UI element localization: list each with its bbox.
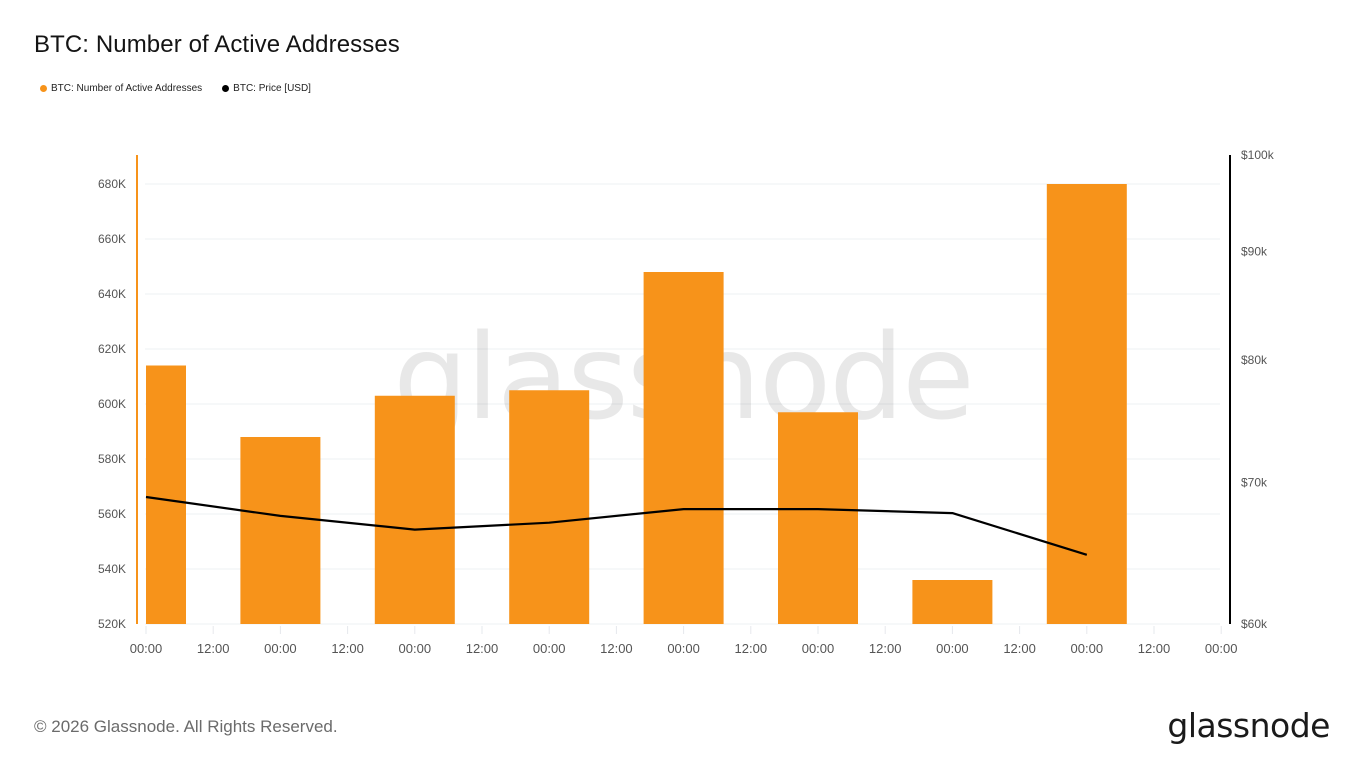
left-axis-tick: 620K [98, 342, 126, 356]
legend-item-active-addresses[interactable]: BTC: Number of Active Addresses [40, 83, 202, 94]
price-line-series [145, 495, 1088, 556]
x-axis-tick: 00:00 [667, 641, 700, 656]
right-axis-tick: $60k [1241, 617, 1268, 631]
x-axis-tick: 00:00 [1205, 641, 1238, 656]
x-axis-tick: 00:00 [936, 641, 969, 656]
bar[interactable] [912, 580, 993, 624]
x-axis-tick: 00:00 [1071, 641, 1104, 656]
footer-copyright: © 2026 Glassnode. All Rights Reserved. [34, 717, 338, 736]
x-axis-tick: 12:00 [331, 641, 364, 656]
legend-label: BTC: Number of Active Addresses [51, 83, 203, 94]
x-axis-tick: 00:00 [533, 641, 566, 656]
bar[interactable] [240, 437, 321, 624]
bar[interactable] [778, 412, 858, 624]
right-axis-tick: $80k [1241, 353, 1268, 367]
x-axis-labels: 00:00 12:00 00:00 12:00 00:00 12:00 00:00 12:00… [130, 626, 1238, 656]
chart-legend: BTC: Number of Active Addresses BTC: Pri… [40, 83, 311, 94]
x-axis-tick: 12:00 [466, 641, 499, 656]
x-axis-tick: 12:00 [735, 641, 768, 656]
bar-series [146, 184, 1127, 624]
right-axis-tick: $100k [1241, 148, 1275, 162]
bar[interactable] [1046, 184, 1127, 624]
left-axis-tick: 520K [98, 617, 126, 631]
right-axis-tick: $90k [1241, 245, 1268, 259]
x-axis-tick: 00:00 [130, 641, 163, 656]
right-axis-tick: $70k [1241, 475, 1268, 489]
legend-dot-orange-icon [40, 85, 47, 92]
left-axis-tick: 600K [98, 397, 126, 411]
left-axis-tick: 640K [98, 287, 126, 301]
price-line[interactable] [145, 495, 1088, 556]
bar[interactable] [643, 272, 724, 624]
left-axis-tick: 540K [98, 562, 126, 576]
left-axis-labels: 520K 540K 560K 580K 600K 620K 640K 660K 680K [98, 177, 126, 631]
bar[interactable] [509, 390, 590, 624]
x-axis-tick: 00:00 [264, 641, 297, 656]
x-axis-tick: 12:00 [869, 641, 902, 656]
x-axis-tick: 12:00 [600, 641, 633, 656]
legend-label: BTC: Price [USD] [233, 83, 311, 94]
left-axis-tick: 660K [98, 232, 126, 246]
bar[interactable] [146, 365, 186, 625]
glassnode-logo[interactable]: glassnode [1167, 706, 1330, 745]
left-axis-tick: 560K [98, 507, 126, 521]
right-axis-labels: $60k $70k $80k $90k $100k [1241, 148, 1275, 631]
x-axis-tick: 12:00 [1003, 641, 1036, 656]
legend-item-price[interactable]: BTC: Price [USD] [222, 83, 311, 94]
x-axis-tick: 12:00 [197, 641, 230, 656]
x-axis-tick: 00:00 [399, 641, 432, 656]
x-axis-tick: 12:00 [1138, 641, 1171, 656]
legend-dot-black-icon [222, 85, 230, 92]
left-axis-tick: 680K [98, 177, 126, 191]
bar[interactable] [374, 395, 455, 624]
x-axis-tick: 00:00 [802, 641, 835, 656]
chart-title: BTC: Number of Active Addresses [34, 31, 400, 58]
left-axis-tick: 580K [98, 452, 126, 466]
